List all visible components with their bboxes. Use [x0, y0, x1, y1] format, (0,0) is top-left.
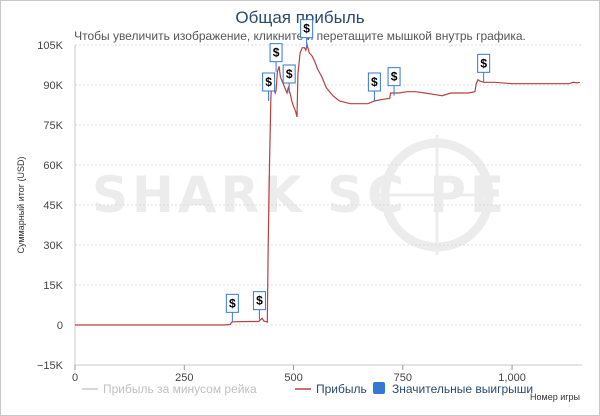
significant-win-flag	[367, 72, 381, 92]
y-tick-label: −15K	[37, 360, 64, 372]
y-tick-label: 15K	[43, 280, 63, 292]
significant-win-label: $	[391, 70, 398, 84]
legend-item[interactable]: Прибыль за минусом рейка	[82, 382, 257, 396]
y-tick-label: 0	[57, 320, 63, 332]
legend-label: Прибыль за минусом рейка	[103, 382, 257, 396]
y-tick-label: 90K	[43, 80, 63, 92]
y-tick-label: 45K	[43, 200, 63, 212]
significant-win-flag	[269, 43, 283, 63]
legend-item[interactable]: Значительные выигрыши	[373, 382, 533, 396]
x-tick-label: 1,000	[498, 372, 526, 384]
x-tick-label: 0	[72, 372, 78, 384]
series-line-profit	[75, 42, 580, 326]
significant-win-flag	[477, 53, 491, 73]
significant-win-label: $	[273, 46, 280, 60]
significant-win-marker: $	[225, 293, 239, 323]
significant-win-flag	[300, 19, 314, 39]
y-tick-label: 105K	[37, 40, 63, 52]
significant-win-marker: $	[262, 72, 276, 101]
significant-win-label: $	[480, 56, 487, 70]
chart-title: Общая прибыль	[235, 8, 365, 27]
significant-win-label: $	[371, 75, 378, 89]
significant-win-marker: $	[282, 64, 296, 93]
significant-win-marker: $	[300, 19, 314, 48]
significant-win-label: $	[265, 75, 272, 89]
significant-win-marker: $	[387, 67, 401, 96]
significant-win-label: $	[303, 22, 310, 36]
significant-win-label: $	[229, 296, 236, 310]
y-tick-label: 60K	[43, 160, 63, 172]
y-tick-label: 30K	[43, 240, 63, 252]
significant-win-flag	[387, 67, 401, 87]
significant-win-flag	[225, 293, 239, 313]
significant-win-label: $	[256, 294, 263, 308]
y-tick-label: 75K	[43, 120, 63, 132]
significant-win-marker: $	[252, 291, 266, 320]
significant-win-flag	[282, 64, 296, 84]
significant-win-marker: $	[367, 72, 381, 101]
chart-subtitle: Чтобы увеличить изображение, кликните и …	[74, 29, 526, 43]
x-tick-label: 250	[175, 372, 193, 384]
legend-swatch-box	[373, 382, 385, 394]
legend-label: Прибыль	[316, 382, 367, 396]
significant-win-label: $	[286, 67, 293, 81]
y-axis-title: Суммарный итог (USD)	[16, 156, 26, 253]
significant-win-marker: $	[269, 43, 283, 72]
legend-label: Значительные выигрыши	[392, 382, 533, 396]
x-tick-label: 500	[284, 372, 302, 384]
x-axis-title: Номер игры	[530, 392, 580, 402]
significant-win-flag	[252, 291, 266, 311]
significant-win-flag	[262, 72, 276, 92]
significant-win-marker: $	[477, 53, 491, 83]
x-tick-label: 750	[394, 372, 412, 384]
legend-item[interactable]: Прибыль	[295, 382, 367, 396]
